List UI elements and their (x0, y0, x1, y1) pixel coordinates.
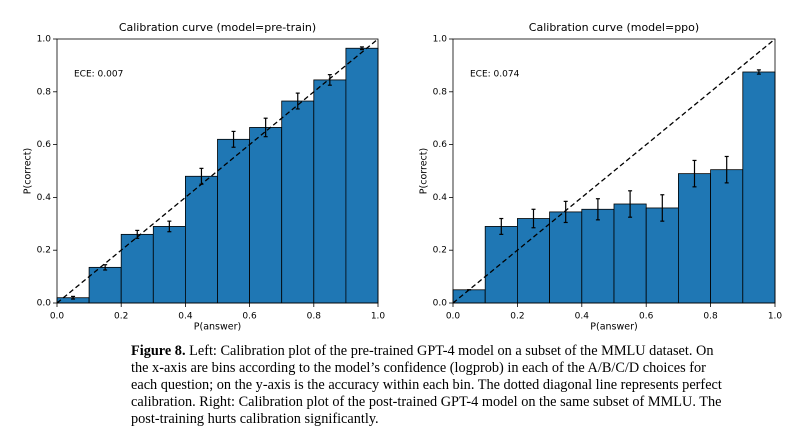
x-tick-label: 1.0 (768, 312, 783, 322)
error-bar (531, 208, 536, 229)
y-tick-label: 0.4 (433, 193, 448, 203)
bar (249, 127, 283, 304)
bar (484, 226, 518, 304)
error-bar (563, 200, 568, 224)
bar (281, 100, 315, 304)
error-bar (135, 229, 140, 239)
error-bar (359, 46, 364, 51)
x-tick-label: 0.8 (703, 312, 718, 322)
y-tick-label: 0.8 (37, 87, 52, 97)
error-bar (327, 74, 332, 86)
annotation: ECE: 0.007 (74, 70, 123, 80)
diagonal (56, 38, 379, 304)
error-bar (263, 117, 268, 138)
bar (452, 289, 486, 304)
bar (152, 226, 186, 304)
error-bar (103, 264, 108, 271)
error-bar (167, 220, 172, 233)
error-bar (199, 167, 204, 185)
error-bar (71, 295, 76, 300)
annotation: ECE: 0.074 (470, 70, 520, 80)
y-tick-label: 1.0 (37, 35, 52, 45)
y-tick-label: 0.6 (37, 140, 52, 150)
caption-text: Left: Calibration plot of the pre-traine… (131, 343, 722, 427)
y-tick-label: 0.0 (37, 299, 52, 309)
x-tick-label: 0.0 (50, 312, 65, 322)
error-bar (295, 92, 300, 110)
bar (678, 173, 712, 304)
caption: Figure 8. Left: Calibration plot of the … (131, 343, 731, 428)
error-bar (724, 155, 729, 184)
error-bar (756, 69, 761, 75)
bar (581, 208, 615, 304)
charts: Calibration curve (model=pre-train) 0.0 0.… (23, 21, 783, 333)
caption-label: Figure 8. (131, 343, 186, 359)
bar (742, 71, 776, 304)
bar (88, 266, 122, 304)
diagonal (452, 38, 776, 304)
bar (345, 47, 379, 304)
x-tick-label: 0.4 (178, 312, 193, 322)
y-tick-label: 0.8 (433, 87, 448, 97)
plot-frame (452, 38, 776, 304)
chart-title: Calibration curve (model=ppo) (529, 21, 699, 34)
bar (517, 218, 551, 304)
error-bar (595, 198, 600, 221)
bar (613, 203, 647, 304)
y-tick-label: 0.2 (433, 246, 447, 256)
x-tick-label: 0.6 (639, 312, 654, 322)
chart-title: Calibration curve (model=pre-train) (119, 21, 316, 34)
x-tick-label: 0.2 (114, 312, 128, 322)
bar (313, 79, 347, 304)
error-bar (231, 130, 236, 148)
y-tick-label: 1.0 (433, 35, 448, 45)
bar (645, 207, 679, 304)
y-axis-label: P(correct) (419, 148, 430, 194)
x-tick-label: 0.6 (242, 312, 257, 322)
plot-frame (56, 38, 379, 304)
x-axis-label: P(answer) (590, 322, 637, 333)
x-tick-label: 0.4 (575, 312, 590, 322)
bar (120, 233, 154, 304)
bar (217, 138, 250, 304)
x-tick-label: 0.8 (307, 312, 322, 322)
error-bar (692, 159, 697, 188)
x-axis-label: P(answer) (194, 322, 241, 333)
y-tick-label: 0.0 (433, 299, 448, 309)
error-bar (660, 194, 665, 222)
y-tick-label: 0.6 (433, 140, 448, 150)
bar (184, 175, 218, 304)
x-tick-label: 1.0 (371, 312, 386, 322)
error-bar (628, 190, 633, 218)
y-tick-label: 0.2 (37, 246, 51, 256)
y-axis-label: P(correct) (23, 148, 34, 194)
error-bar (499, 217, 504, 235)
y-tick-label: 0.4 (37, 193, 52, 203)
x-tick-label: 0.0 (446, 312, 461, 322)
x-tick-label: 0.2 (510, 312, 524, 322)
bar (549, 211, 583, 304)
bar (710, 169, 744, 304)
